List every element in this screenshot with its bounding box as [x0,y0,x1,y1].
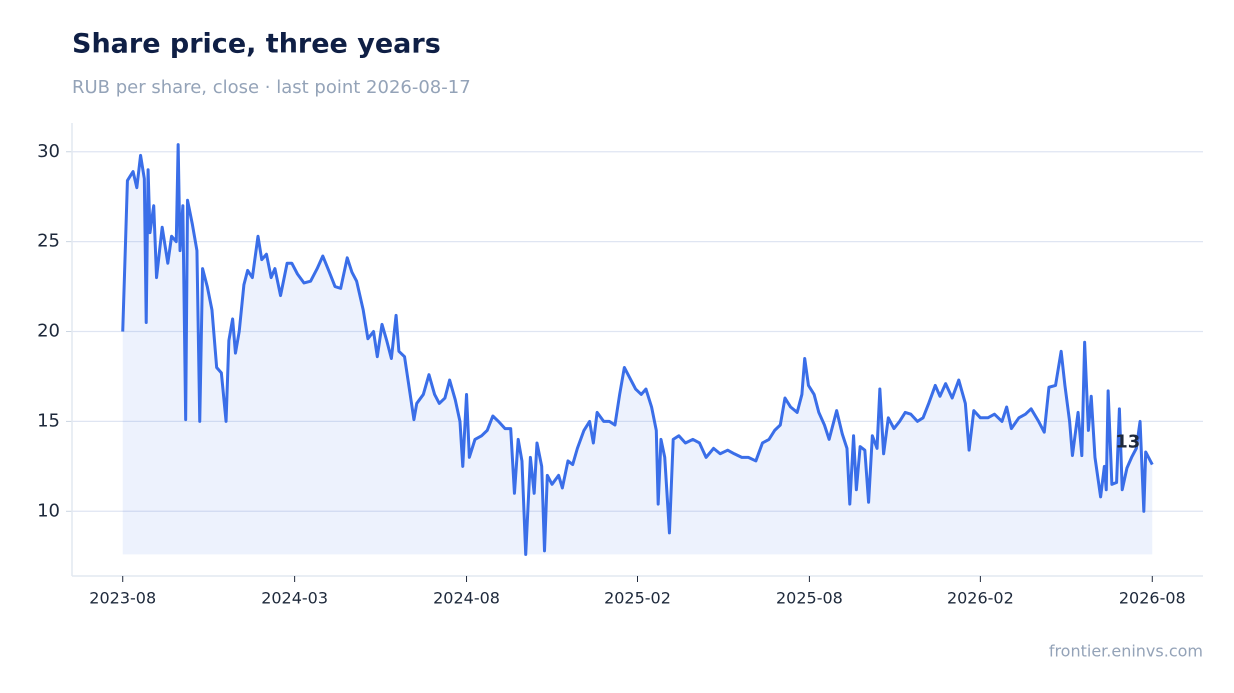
x-tick-label: 2024-08 [433,589,500,608]
y-tick-label: 15 [37,410,60,431]
last-value-label: 13 [1115,432,1140,453]
x-tick-label: 2026-02 [947,589,1014,608]
line [121,143,1154,556]
source: frontier.eninvs.com [1049,642,1203,661]
x-tick-label: 2023-08 [89,589,156,608]
y-tick-label: 20 [37,321,60,342]
x-tick-label: 2024-03 [261,589,328,608]
area [122,144,1153,555]
chart-subtitle: RUB per share, close · last point 2026-0… [72,77,471,98]
chart-title: Share price, three years [72,29,441,60]
x-tick-label: 2025-08 [776,589,843,608]
x-tick-label: 2025-02 [604,589,671,608]
y-tick-label: 10 [37,500,60,521]
x-tick-label: 2026-08 [1119,589,1186,608]
y-tick-label: 30 [37,141,60,162]
y-tick-label: 25 [37,231,60,252]
